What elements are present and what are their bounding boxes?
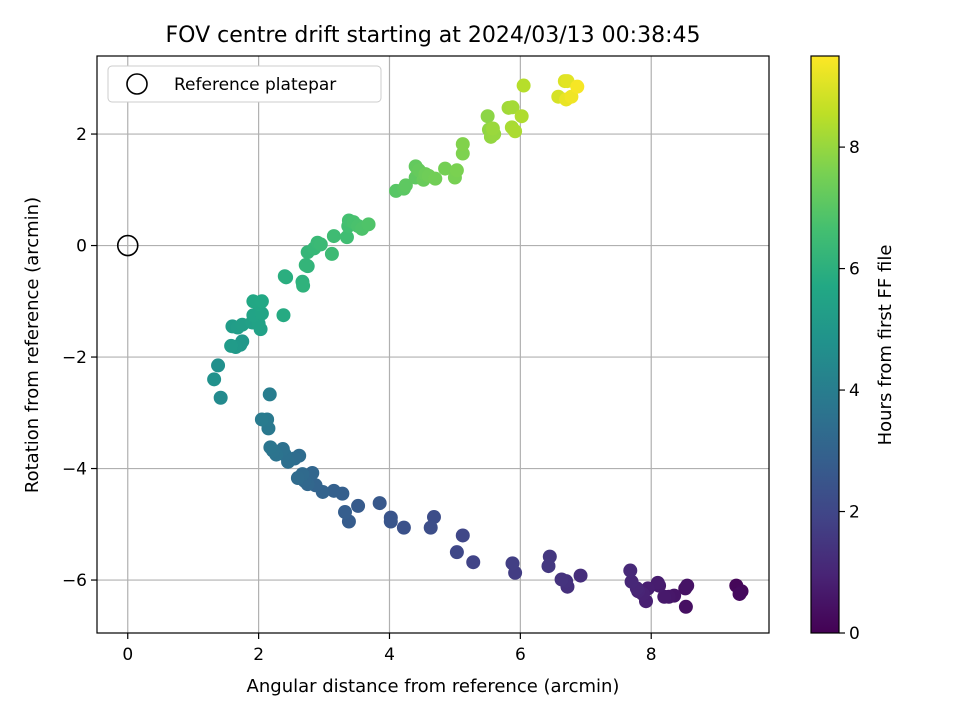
- data-point: [508, 124, 523, 139]
- data-point: [326, 229, 341, 244]
- data-point: [211, 358, 226, 373]
- data-point: [680, 578, 695, 593]
- colorbar-gradient: [810, 55, 840, 634]
- data-point: [514, 109, 529, 124]
- reference-marker: [116, 234, 139, 257]
- colorbar-tick-label: 4: [849, 381, 860, 401]
- data-point: [326, 483, 341, 498]
- data-point: [455, 137, 470, 152]
- data-point: [213, 390, 228, 405]
- data-point: [426, 510, 441, 525]
- data-point: [657, 589, 672, 604]
- colorbar-ticks: 0 2 4 6 8: [839, 138, 860, 644]
- plot-frame: [97, 56, 769, 633]
- colorbar-tick-label: 6: [849, 260, 860, 280]
- colorbar-tick-label: 0: [849, 624, 860, 644]
- data-point: [505, 100, 520, 115]
- x-tick-label: 4: [384, 645, 395, 665]
- data-point: [732, 586, 747, 601]
- data-point: [573, 568, 588, 583]
- x-tick-label: 8: [646, 645, 657, 665]
- data-point: [516, 78, 531, 93]
- colorbar-tick-label: 2: [849, 503, 860, 523]
- y-axis-label: Rotation from reference (arcmin): [22, 197, 43, 493]
- y-axis: −6 −4 −2 0 2: [62, 125, 97, 591]
- plot-border: [96, 55, 770, 634]
- x-tick-label: 0: [122, 645, 133, 665]
- grid: [97, 56, 769, 633]
- data-point: [623, 563, 638, 578]
- data-point: [361, 217, 376, 232]
- data-point: [277, 269, 292, 284]
- data-point: [324, 246, 339, 261]
- data-point: [678, 599, 693, 614]
- legend-box: [107, 65, 382, 103]
- y-tick-label: 0: [76, 237, 87, 257]
- data-point: [298, 258, 313, 273]
- data-point: [207, 372, 222, 387]
- data-point: [398, 178, 413, 193]
- data-point: [396, 520, 411, 535]
- data-point: [505, 556, 520, 571]
- data-point: [254, 294, 269, 309]
- data-point: [455, 528, 470, 543]
- data-point: [337, 505, 352, 520]
- data-point: [313, 237, 328, 252]
- data-point: [276, 308, 291, 323]
- legend-marker-reference: [126, 73, 148, 95]
- legend-label-reference: Reference platepar: [174, 75, 336, 95]
- data-point: [624, 574, 639, 589]
- data-point: [351, 498, 366, 513]
- legend: Reference platepar: [107, 65, 382, 103]
- data-point: [541, 559, 556, 574]
- data-point: [449, 545, 464, 560]
- data-point: [224, 338, 239, 353]
- chart-title: FOV centre drift starting at 2024/03/13 …: [166, 23, 701, 48]
- data-point: [570, 79, 585, 94]
- data-point: [554, 572, 569, 587]
- data-point: [290, 471, 305, 486]
- x-axis: 0 2 4 6 8: [122, 633, 657, 665]
- plot-area: [96, 55, 770, 634]
- colorbar-tick-label: 8: [849, 138, 860, 158]
- data-point: [339, 230, 354, 245]
- colorbar-label: Hours from first FF file: [875, 245, 896, 446]
- y-tick-label: −2: [62, 348, 87, 368]
- data-point: [383, 514, 398, 529]
- colorbar: 0 2 4 6 8 Hours from first FF file: [810, 55, 896, 644]
- data-point: [296, 278, 311, 293]
- data-point: [254, 412, 269, 427]
- y-tick-label: −6: [62, 571, 87, 591]
- data-point: [466, 555, 481, 570]
- data-point: [428, 171, 443, 186]
- data-point: [438, 161, 453, 176]
- data-points: [207, 74, 749, 614]
- x-tick-label: 6: [515, 645, 526, 665]
- data-point: [423, 520, 438, 535]
- x-tick-label: 2: [253, 645, 264, 665]
- y-tick-label: 2: [76, 125, 87, 145]
- data-point: [262, 387, 277, 402]
- data-point: [449, 163, 464, 178]
- x-axis-label: Angular distance from reference (arcmin): [247, 676, 620, 697]
- data-point: [480, 109, 495, 124]
- data-point: [485, 121, 500, 136]
- data-point: [372, 496, 387, 511]
- data-point: [263, 440, 278, 455]
- y-tick-label: −4: [62, 460, 87, 480]
